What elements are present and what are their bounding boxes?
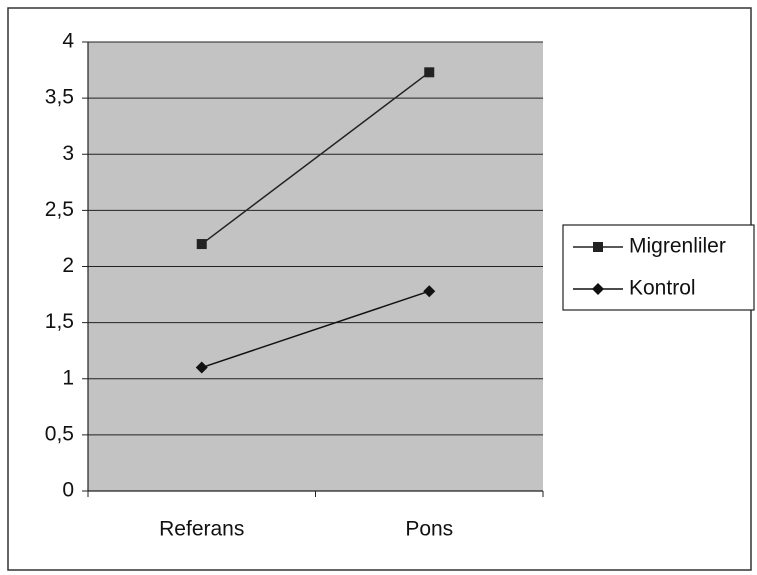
x-tick-label: Pons	[405, 518, 453, 541]
y-tick-label: 1,5	[45, 310, 74, 333]
legend-label: Kontrol	[629, 277, 696, 300]
y-tick-label: 1	[62, 366, 74, 389]
x-tick-label: Referans	[159, 518, 244, 541]
data-point	[424, 67, 435, 78]
data-point	[195, 361, 208, 374]
y-tick-label: 2	[62, 254, 74, 277]
data-point	[423, 285, 436, 298]
legend-box	[562, 224, 755, 311]
y-tick-label: 0	[62, 479, 74, 502]
legend-marker	[592, 283, 604, 295]
legend-label: Migrenliler	[629, 235, 726, 258]
series-line	[201, 71, 430, 245]
legend-marker	[593, 242, 603, 252]
y-tick-label: 3,5	[45, 86, 74, 109]
data-point	[196, 239, 207, 250]
y-tick-label: 4	[62, 30, 74, 53]
y-tick-label: 2,5	[45, 198, 74, 221]
series-line	[201, 290, 430, 369]
y-tick-label: 0,5	[45, 422, 74, 445]
y-tick-label: 3	[62, 142, 74, 165]
